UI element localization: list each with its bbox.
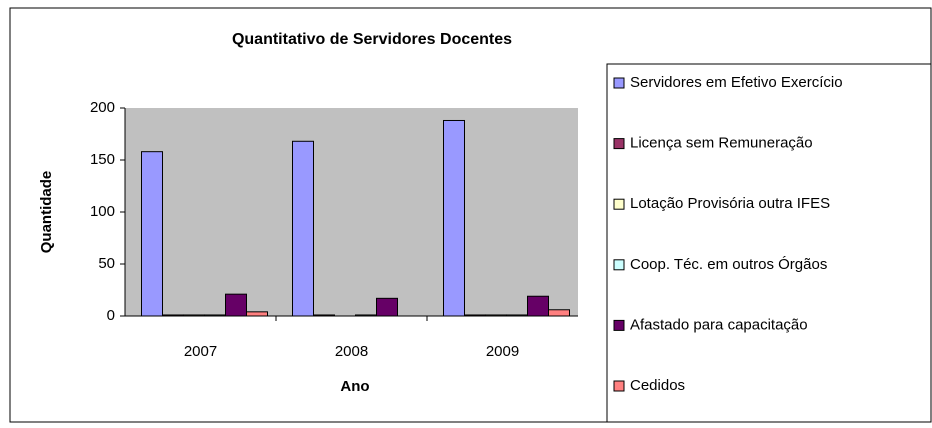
legend-box [606,63,932,423]
legend-swatch [613,259,625,271]
y-tick-label: 100 [90,203,115,220]
y-tick-label: 200 [90,99,115,116]
x-tick-label: 2009 [486,343,519,360]
bar [527,295,549,317]
bar [183,314,205,317]
y-axis-title: Quantidade [38,171,55,254]
bar [225,293,247,317]
x-tick-label: 2008 [335,343,368,360]
legend-label: Cedidos [630,377,685,394]
chart-title: Quantitativo de Servidores Docentes [232,31,512,48]
bar [292,140,314,317]
bar [376,297,398,317]
bar [548,309,570,317]
x-tick-label: 2007 [184,343,217,360]
bar [355,314,377,317]
bar [313,314,335,317]
bar [204,314,226,317]
legend-swatch [613,138,625,150]
x-axis-title: Ano [340,378,369,395]
legend-swatch [613,77,625,89]
bar [506,314,528,317]
y-tick-label: 150 [90,151,115,168]
legend-label: Servidores em Efetivo Exercício [630,74,843,91]
bar [464,314,486,317]
y-tick-label: 0 [107,307,115,324]
legend-swatch [613,319,625,331]
legend-label: Afastado para capacitação [630,316,808,333]
legend-swatch [613,198,625,210]
legend-swatch [613,380,625,392]
bar [162,314,184,317]
plot-area [125,108,578,316]
legend-label: Lotação Provisória outra IFES [630,195,830,212]
bar [443,119,465,317]
y-tick-label: 50 [98,255,115,272]
legend-label: Licença sem Remuneração [630,135,813,152]
bar [246,311,268,317]
bar [485,314,507,317]
bar [141,151,163,317]
legend-label: Coop. Téc. em outros Órgãos [630,256,827,273]
